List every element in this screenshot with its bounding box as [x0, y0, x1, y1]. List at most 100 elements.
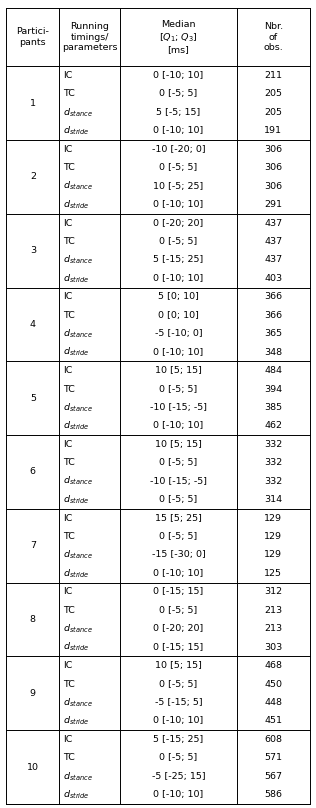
Text: IC: IC: [63, 145, 73, 154]
Text: 0 [-10; 10]: 0 [-10; 10]: [153, 347, 204, 356]
Text: Median
[$Q_1$; $Q_3$]
[ms]: Median [$Q_1$; $Q_3$] [ms]: [159, 20, 198, 54]
Text: 0 [-15; 15]: 0 [-15; 15]: [153, 642, 204, 652]
Text: 366: 366: [264, 311, 282, 320]
Text: 205: 205: [264, 90, 282, 99]
Text: $d_{stride}$: $d_{stride}$: [63, 419, 90, 432]
Text: 129: 129: [264, 550, 282, 559]
Text: $d_{stride}$: $d_{stride}$: [63, 789, 90, 801]
Text: 0 [-10; 10]: 0 [-10; 10]: [153, 71, 204, 80]
Text: $d_{stride}$: $d_{stride}$: [63, 272, 90, 284]
Text: 567: 567: [264, 772, 282, 781]
Text: $d_{stride}$: $d_{stride}$: [63, 494, 90, 506]
Text: TC: TC: [63, 753, 75, 763]
Text: TC: TC: [63, 163, 75, 172]
Text: 129: 129: [264, 514, 282, 523]
Text: Nbr.
of
obs.: Nbr. of obs.: [264, 23, 283, 52]
Text: TC: TC: [63, 606, 75, 615]
Text: $d_{stance}$: $d_{stance}$: [63, 106, 93, 119]
Text: 303: 303: [264, 642, 283, 652]
Text: 0 [0; 10]: 0 [0; 10]: [158, 311, 199, 320]
Text: 484: 484: [264, 366, 282, 375]
Text: 0 [-5; 5]: 0 [-5; 5]: [159, 90, 198, 99]
Text: 0 [-20; 20]: 0 [-20; 20]: [153, 218, 204, 228]
Text: 213: 213: [264, 606, 282, 615]
Text: 0 [-15; 15]: 0 [-15; 15]: [153, 587, 204, 596]
Text: $d_{stance}$: $d_{stance}$: [63, 549, 93, 562]
Text: 437: 437: [264, 237, 282, 246]
Text: Partici-
pants: Partici- pants: [16, 27, 49, 47]
Text: TC: TC: [63, 385, 75, 393]
Text: 0 [-5; 5]: 0 [-5; 5]: [159, 495, 198, 504]
Text: -5 [-15; 5]: -5 [-15; 5]: [155, 698, 202, 707]
Text: 0 [-10; 10]: 0 [-10; 10]: [153, 790, 204, 799]
Text: 365: 365: [264, 329, 282, 339]
Text: 586: 586: [264, 790, 282, 799]
Text: 191: 191: [264, 126, 282, 135]
Text: IC: IC: [63, 735, 73, 744]
Text: 0 [-5; 5]: 0 [-5; 5]: [159, 458, 198, 467]
Text: 403: 403: [264, 274, 282, 283]
Text: $d_{stance}$: $d_{stance}$: [63, 696, 93, 709]
Text: 10 [5; 15]: 10 [5; 15]: [155, 661, 202, 670]
Text: 366: 366: [264, 292, 282, 301]
Text: 291: 291: [264, 200, 282, 209]
Text: 0 [-5; 5]: 0 [-5; 5]: [159, 753, 198, 763]
Text: $d_{stride}$: $d_{stride}$: [63, 641, 90, 654]
Text: -10 [-20; 0]: -10 [-20; 0]: [152, 145, 205, 154]
Text: 332: 332: [264, 440, 283, 448]
Text: $d_{stride}$: $d_{stride}$: [63, 567, 90, 579]
Text: 451: 451: [264, 717, 282, 726]
Text: 608: 608: [264, 735, 282, 744]
Text: 385: 385: [264, 403, 282, 412]
Text: Running
timings/
parameters: Running timings/ parameters: [62, 23, 118, 52]
Text: 348: 348: [264, 347, 282, 356]
Text: 205: 205: [264, 107, 282, 117]
Text: 0 [-10; 10]: 0 [-10; 10]: [153, 569, 204, 578]
Text: -5 [-25; 15]: -5 [-25; 15]: [152, 772, 205, 781]
Text: 213: 213: [264, 625, 282, 633]
Text: $d_{stance}$: $d_{stance}$: [63, 770, 93, 782]
Text: 450: 450: [264, 680, 282, 688]
Text: -15 [-30; 0]: -15 [-30; 0]: [152, 550, 205, 559]
Text: TC: TC: [63, 237, 75, 246]
Text: $d_{stride}$: $d_{stride}$: [63, 124, 90, 137]
Text: 0 [-5; 5]: 0 [-5; 5]: [159, 606, 198, 615]
Text: 312: 312: [264, 587, 282, 596]
Text: 0 [-20; 20]: 0 [-20; 20]: [153, 625, 204, 633]
Text: 0 [-5; 5]: 0 [-5; 5]: [159, 163, 198, 172]
Text: 9: 9: [30, 688, 36, 698]
Text: TC: TC: [63, 532, 75, 541]
Text: 571: 571: [264, 753, 282, 763]
Text: IC: IC: [63, 587, 73, 596]
Text: 1: 1: [30, 99, 36, 107]
Text: TC: TC: [63, 458, 75, 467]
Text: -10 [-15; -5]: -10 [-15; -5]: [150, 477, 207, 486]
Text: 10 [5; 15]: 10 [5; 15]: [155, 440, 202, 448]
Text: TC: TC: [63, 680, 75, 688]
Text: IC: IC: [63, 440, 73, 448]
Text: $d_{stance}$: $d_{stance}$: [63, 622, 93, 635]
Text: 8: 8: [30, 615, 36, 624]
Text: 5: 5: [30, 393, 36, 402]
Text: $d_{stance}$: $d_{stance}$: [63, 402, 93, 414]
Text: 0 [-5; 5]: 0 [-5; 5]: [159, 237, 198, 246]
Text: 5 [-5; 15]: 5 [-5; 15]: [156, 107, 201, 117]
Text: 15 [5; 25]: 15 [5; 25]: [155, 514, 202, 523]
Text: 306: 306: [264, 163, 282, 172]
Text: 7: 7: [30, 541, 36, 550]
Text: 3: 3: [30, 246, 36, 255]
Text: 448: 448: [264, 698, 282, 707]
Text: 437: 437: [264, 255, 282, 264]
Text: $d_{stance}$: $d_{stance}$: [63, 475, 93, 487]
Text: 4: 4: [30, 320, 36, 329]
Text: 10 [5; 15]: 10 [5; 15]: [155, 366, 202, 375]
Text: 0 [-5; 5]: 0 [-5; 5]: [159, 532, 198, 541]
Text: TC: TC: [63, 311, 75, 320]
Text: IC: IC: [63, 292, 73, 301]
Text: 5 [-15; 25]: 5 [-15; 25]: [153, 255, 204, 264]
Text: IC: IC: [63, 71, 73, 80]
Text: 0 [-10; 10]: 0 [-10; 10]: [153, 274, 204, 283]
Text: $d_{stance}$: $d_{stance}$: [63, 254, 93, 266]
Text: IC: IC: [63, 218, 73, 228]
Text: -10 [-15; -5]: -10 [-15; -5]: [150, 403, 207, 412]
